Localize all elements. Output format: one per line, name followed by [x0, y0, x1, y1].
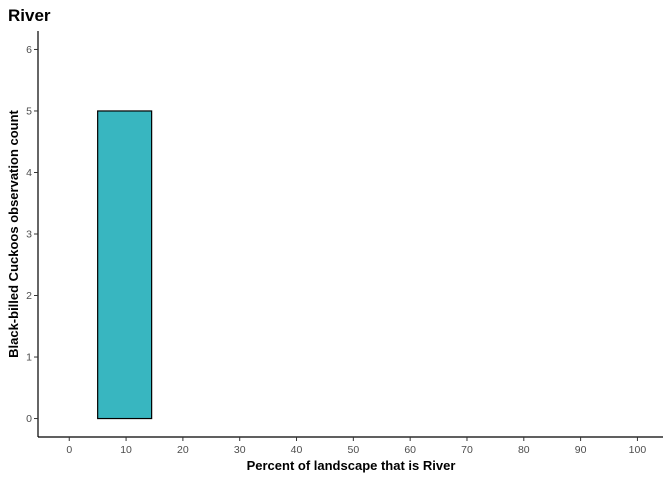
y-tick-label: 1 [26, 352, 32, 364]
x-axis-label: Percent of landscape that is River [247, 458, 456, 473]
x-tick-label: 60 [404, 444, 416, 456]
y-tick-label: 4 [26, 167, 32, 179]
x-tick-label: 90 [575, 444, 587, 456]
y-tick-label: 5 [26, 106, 32, 118]
y-tick-label: 6 [26, 44, 32, 56]
y-tick-label: 2 [26, 290, 32, 302]
histogram-bar-0 [97, 110, 153, 420]
x-tick-label: 0 [66, 444, 72, 456]
y-axis-label: Black-billed Cuckoos observation count [6, 109, 21, 357]
bars-group [97, 110, 153, 420]
x-axis: 0 10 20 30 40 50 60 70 80 90 100 [38, 436, 663, 456]
x-tick-label: 80 [518, 444, 530, 456]
x-tick-label: 30 [234, 444, 246, 456]
y-tick-label: 3 [26, 229, 32, 241]
x-tick-label: 10 [120, 444, 132, 456]
chart-title: River [8, 6, 51, 25]
x-tick-label: 40 [291, 444, 303, 456]
x-tick-label: 70 [461, 444, 473, 456]
x-tick-label: 20 [177, 444, 189, 456]
x-tick-label: 50 [347, 444, 359, 456]
y-axis: 0 1 2 3 4 5 6 [26, 31, 39, 437]
y-tick-label: 0 [26, 413, 32, 425]
x-tick-label: 100 [629, 444, 647, 456]
